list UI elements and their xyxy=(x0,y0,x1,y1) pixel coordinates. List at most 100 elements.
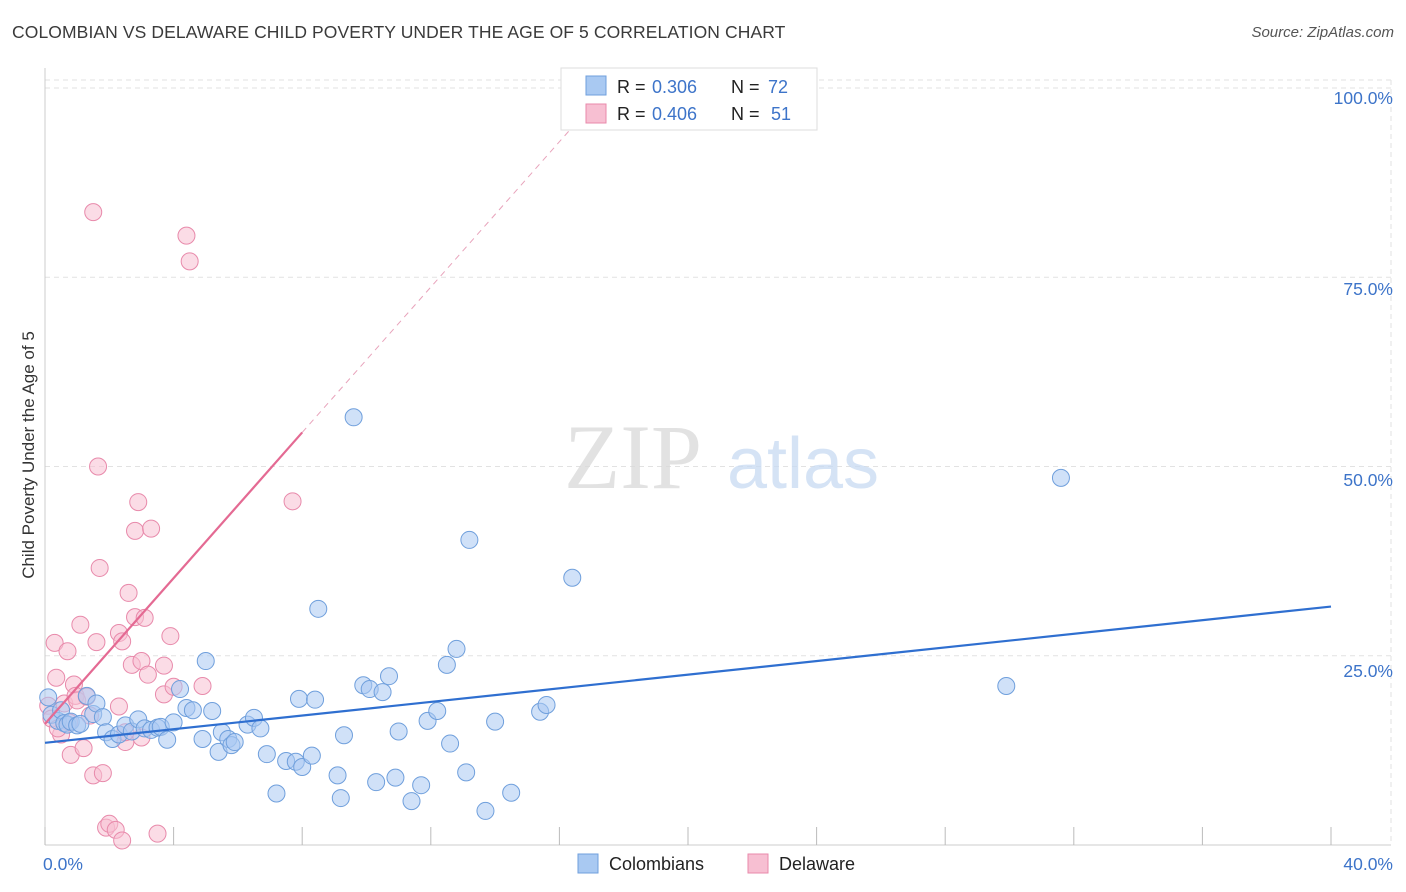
y-axis-label: Child Poverty Under the Age of 5 xyxy=(19,331,38,579)
watermark-atlas: atlas xyxy=(727,424,879,504)
y-tick-label-100: 100.0% xyxy=(1334,88,1393,108)
colombians-point-8 xyxy=(71,714,90,733)
colombians-point-27 xyxy=(183,701,202,720)
watermark-zip: ZIP xyxy=(564,406,702,508)
delaware-point-42 xyxy=(154,656,173,675)
delaware-point-17 xyxy=(84,203,103,222)
colombians-point-47 xyxy=(309,599,328,618)
delaware-point-46 xyxy=(180,252,199,271)
colombians-point-75 xyxy=(1051,468,1070,487)
colombians-point-74 xyxy=(997,677,1016,696)
colombians-point-56 xyxy=(380,667,399,686)
colombians-point-45 xyxy=(302,746,321,765)
delaware-point-19 xyxy=(89,457,108,476)
colombians-point-50 xyxy=(334,726,353,745)
colombians-point-63 xyxy=(437,655,456,674)
colombians-point-73 xyxy=(563,568,582,587)
colombians-point-29 xyxy=(196,652,215,671)
colombians-point-57 xyxy=(386,768,405,787)
delaware-point-6 xyxy=(58,642,77,661)
colombians-points xyxy=(39,408,1070,820)
delaware-point-13 xyxy=(74,739,93,758)
bottom-legend-label-colombians: Colombians xyxy=(609,854,704,874)
colombians-point-58 xyxy=(389,722,408,741)
legend-n-label-delaware: N = xyxy=(731,104,760,124)
delaware-point-40 xyxy=(148,824,167,843)
bottom-legend-swatch-delaware xyxy=(747,853,769,874)
colombians-point-64 xyxy=(441,734,460,753)
delaware-point-20 xyxy=(90,558,109,577)
legend-n-value-colombians: 72 xyxy=(768,77,788,97)
gridlines xyxy=(45,79,1392,845)
delaware-point-27 xyxy=(113,632,132,651)
legend-swatch-colombians xyxy=(585,75,607,96)
colombians-point-35 xyxy=(225,733,244,752)
bottom-legend-swatch-colombians xyxy=(577,853,599,874)
delaware-point-31 xyxy=(119,583,138,602)
x-tick-label-min: 0.0% xyxy=(43,854,83,874)
colombians-point-51 xyxy=(344,408,363,427)
delaware-point-47 xyxy=(193,677,212,696)
colombians-point-67 xyxy=(460,530,479,549)
legend-n-value-delaware: 51 xyxy=(771,104,791,124)
delaware-trend-extension xyxy=(301,123,576,433)
legend-r-value-colombians: 0.306 xyxy=(652,77,697,97)
delaware-point-18 xyxy=(87,633,106,652)
colombians-point-55 xyxy=(373,683,392,702)
colombians-point-48 xyxy=(328,766,347,785)
delaware-point-35 xyxy=(129,493,148,512)
colombians-point-38 xyxy=(251,719,270,738)
colombians-point-54 xyxy=(367,773,386,792)
colombians-point-62 xyxy=(428,702,447,721)
chart-title: COLOMBIAN VS DELAWARE CHILD POVERTY UNDE… xyxy=(12,22,786,42)
legend-box: R = 0.306 N = 72 R = 0.406 N = 51 xyxy=(560,67,818,131)
delaware-point-39 xyxy=(142,519,161,538)
colombians-point-0 xyxy=(39,688,58,707)
colombians-point-59 xyxy=(402,792,421,811)
delaware-point-28 xyxy=(113,831,132,850)
delaware-point-21 xyxy=(93,764,112,783)
colombians-point-43 xyxy=(289,689,308,708)
y-tick-label-50: 50.0% xyxy=(1343,470,1393,490)
colombians-point-40 xyxy=(267,784,286,803)
y-tick-label-25: 25.0% xyxy=(1343,661,1393,681)
colombians-point-60 xyxy=(412,776,431,795)
colombians-point-49 xyxy=(331,789,350,808)
legend-swatch-delaware xyxy=(585,103,607,124)
delaware-point-34 xyxy=(126,521,145,540)
colombians-point-70 xyxy=(502,783,521,802)
colombians-point-68 xyxy=(476,801,495,820)
colombians-point-30 xyxy=(203,702,222,721)
colombians-point-46 xyxy=(306,690,325,709)
delaware-point-48 xyxy=(283,492,302,511)
delaware-trend-line xyxy=(44,431,304,725)
colombians-point-25 xyxy=(171,680,190,699)
colombians-point-65 xyxy=(447,639,466,658)
colombians-trend-line xyxy=(44,605,1332,744)
delaware-point-45 xyxy=(177,226,196,245)
trend-lines xyxy=(44,123,1332,744)
colombians-point-23 xyxy=(158,730,177,749)
colombians-point-72 xyxy=(537,695,556,714)
colombians-point-12 xyxy=(93,708,112,727)
bottom-legend: Colombians Delaware xyxy=(577,853,855,874)
legend-r-label-delaware: R = xyxy=(617,104,646,124)
bottom-legend-label-delaware: Delaware xyxy=(779,854,855,874)
legend-n-label-colombians: N = xyxy=(731,77,760,97)
delaware-point-43 xyxy=(161,627,180,646)
colombians-point-28 xyxy=(193,730,212,749)
legend-r-label-colombians: R = xyxy=(617,77,646,97)
delaware-point-26 xyxy=(109,697,128,716)
colombians-point-69 xyxy=(486,712,505,731)
y-tick-label-75: 75.0% xyxy=(1343,279,1393,299)
delaware-point-2 xyxy=(45,633,64,652)
legend-r-value-delaware: 0.406 xyxy=(652,104,697,124)
colombians-point-66 xyxy=(457,763,476,782)
watermark: ZIP atlas xyxy=(564,406,879,508)
colombians-point-24 xyxy=(164,713,183,732)
delaware-point-3 xyxy=(47,668,66,687)
chart-source: Source: ZipAtlas.com xyxy=(1251,24,1394,41)
colombians-point-39 xyxy=(257,745,276,764)
delaware-point-12 xyxy=(71,615,90,634)
